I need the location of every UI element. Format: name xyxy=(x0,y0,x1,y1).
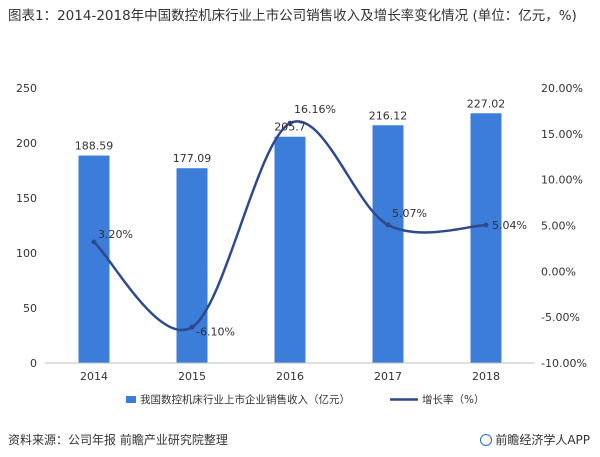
x-tick-label: 2018 xyxy=(472,370,500,383)
growth-point-2016 xyxy=(287,120,293,126)
chart-title: 图表1：2014-2018年中国数控机床行业上市公司销售收入及增长率变化情况 (… xyxy=(8,8,577,24)
growth-point-2018 xyxy=(483,222,489,228)
y-left-tick-label: 100 xyxy=(16,247,37,260)
y-left-tick-label: 50 xyxy=(23,302,37,315)
label-layer: 188.59 177.09 205.7 216.12 227.02 3.20% -6.10%… xyxy=(75,97,527,338)
y-right-tick-label: 0.00% xyxy=(541,265,576,278)
bar-value-label: 216.12 xyxy=(369,109,408,122)
growth-rate-line xyxy=(93,120,487,332)
growth-point-2015 xyxy=(189,324,195,330)
growth-point-2017 xyxy=(385,222,391,228)
x-tick-label: 2015 xyxy=(178,370,206,383)
source-note: 资料来源：公司年报 前瞻产业研究院整理 xyxy=(8,433,228,447)
growth-point-2014 xyxy=(91,239,97,245)
y-right-tick-label: 15.00% xyxy=(541,128,583,141)
y-right-tick-label: -5.00% xyxy=(541,311,580,324)
y-left-tick-label: 200 xyxy=(16,137,37,150)
bar-2016 xyxy=(274,136,306,363)
line-layer xyxy=(91,120,489,332)
x-tick-label: 2014 xyxy=(80,370,108,383)
legend-line-label: 增长率（%） xyxy=(422,393,484,406)
bar-layer xyxy=(78,113,502,363)
bar-value-label: 188.59 xyxy=(75,140,114,153)
growth-value-label: 5.07% xyxy=(392,207,427,220)
bar-2017 xyxy=(372,125,404,363)
y-left-tick-label: 150 xyxy=(16,192,37,205)
brand-label: 前瞻经济学人APP xyxy=(495,433,590,447)
bar-value-label: 205.7 xyxy=(274,121,306,134)
brand-logo-icon xyxy=(480,434,493,446)
x-tick-label: 2016 xyxy=(276,370,304,383)
legend: 我国数控机床行业上市企业销售收入（亿元） 增长率（%） xyxy=(126,393,484,406)
y-left-tick-label: 250 xyxy=(16,82,37,95)
y-right-tick-label: -10.00% xyxy=(541,357,587,370)
growth-value-label: 5.04% xyxy=(492,219,527,232)
y-right-tick-label: 20.00% xyxy=(541,82,583,95)
legend-bar-swatch xyxy=(126,396,136,403)
x-tick-label: 2017 xyxy=(374,370,402,383)
y-right-tick-label: 10.00% xyxy=(541,174,583,187)
growth-value-label: -6.10% xyxy=(196,325,235,338)
axis-layer: 0 50 100 150 200 250 -10.00% -5.00% 0.00% 5.00% 10… xyxy=(16,82,587,383)
y-right-tick-label: 5.00% xyxy=(541,220,576,233)
brand-credit: 前瞻经济学人APP xyxy=(480,431,590,448)
bar-value-label: 227.02 xyxy=(467,97,506,110)
bar-value-label: 177.09 xyxy=(173,152,212,165)
growth-value-label: 16.16% xyxy=(294,103,336,116)
bar-2018 xyxy=(470,113,502,363)
legend-bar-label: 我国数控机床行业上市企业销售收入（亿元） xyxy=(140,393,350,406)
growth-value-label: 3.20% xyxy=(98,228,133,241)
y-left-tick-label: 0 xyxy=(30,357,37,370)
bar-2014 xyxy=(78,155,110,363)
